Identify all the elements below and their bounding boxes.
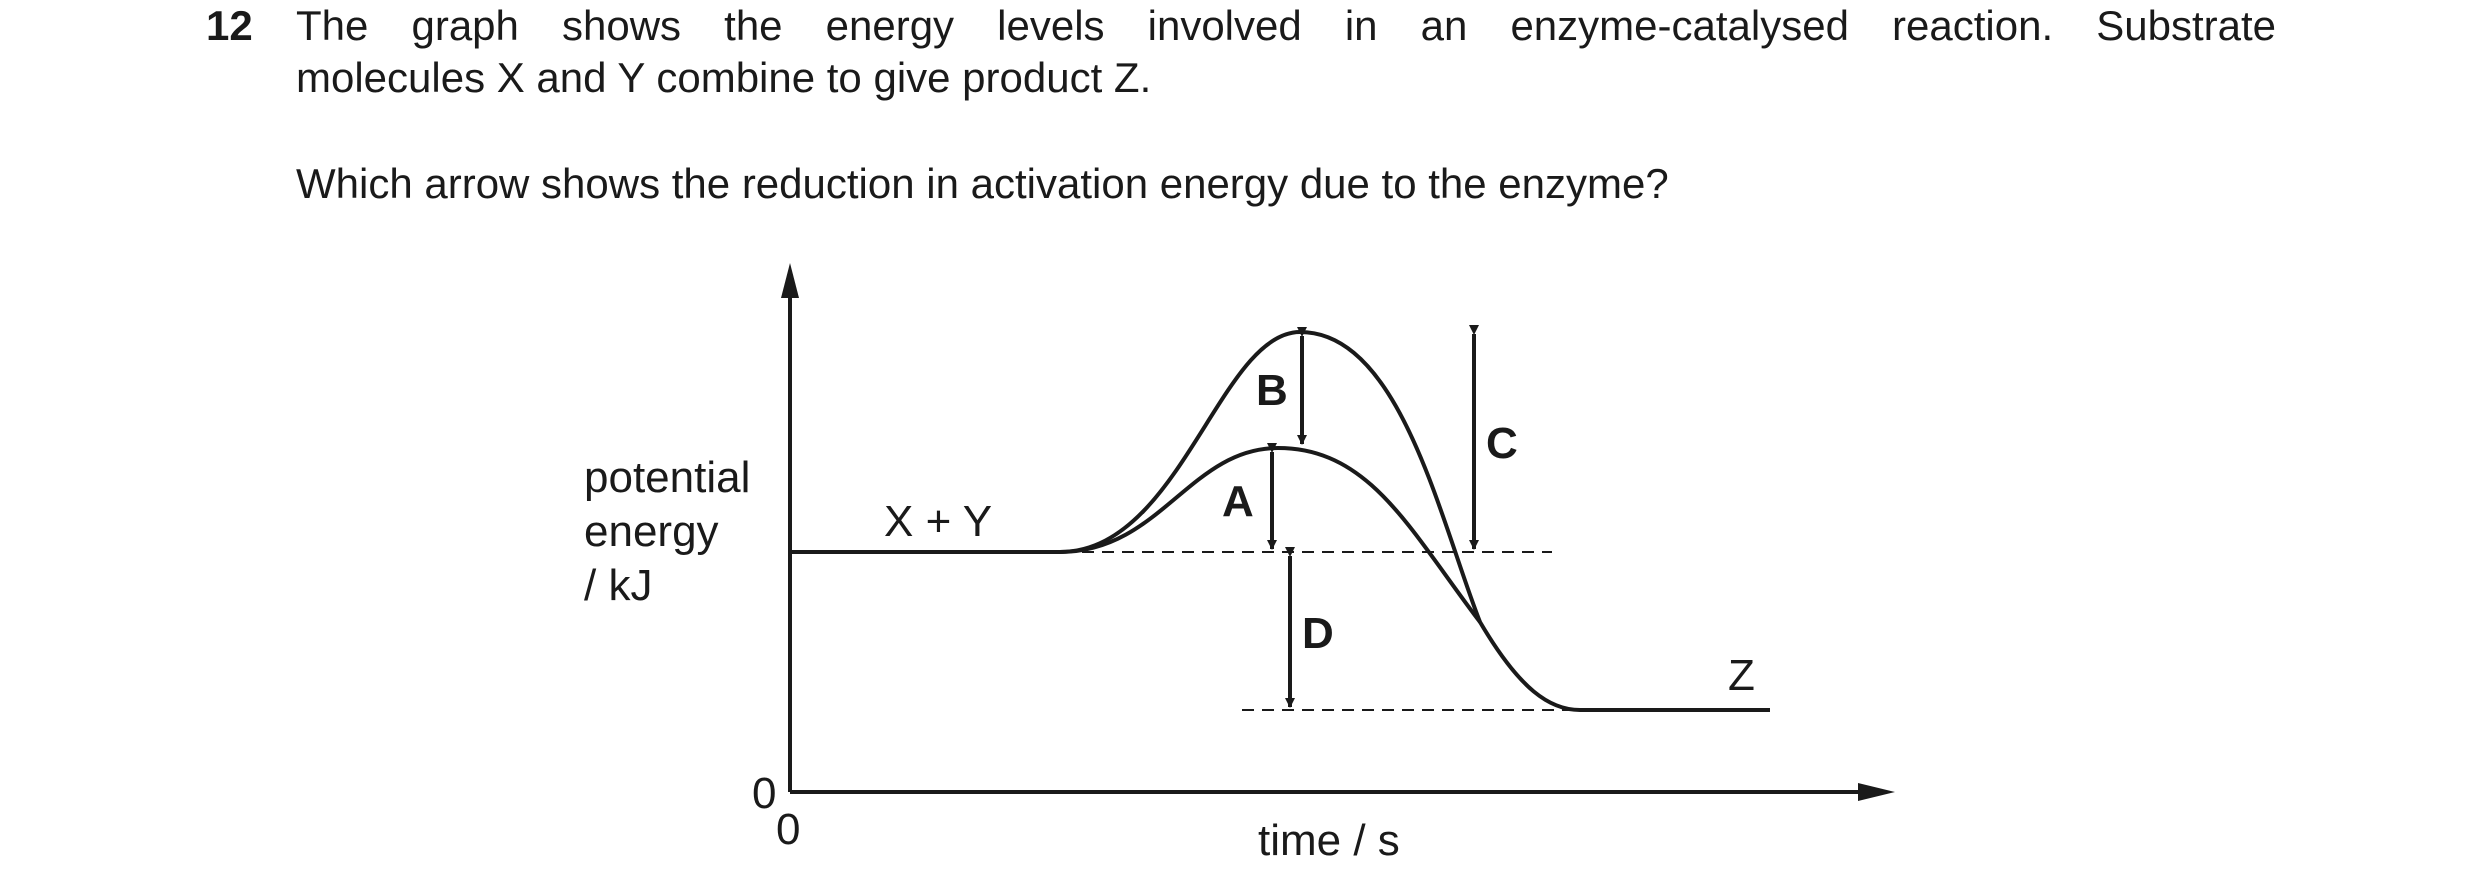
uncatalysed-reaction-curve xyxy=(790,329,1770,712)
x-axis-label: time / s xyxy=(1258,816,1400,865)
x-origin-label: 0 xyxy=(776,805,800,854)
catalysed-reaction-curve xyxy=(1059,445,1482,624)
question-text-line-1: The graph shows the energy levels involv… xyxy=(296,2,2276,49)
arrow-b-label: B xyxy=(1256,366,1288,415)
question-number: 12 xyxy=(206,2,253,49)
product-label: Z xyxy=(1728,651,1755,700)
arrow-a-label: A xyxy=(1222,477,1254,526)
arrow-d-label: D xyxy=(1302,609,1334,658)
reactants-label: X + Y xyxy=(884,497,992,546)
y-axis-label-line-2: energy xyxy=(584,507,719,556)
x-axis-arrowhead xyxy=(1858,783,1895,801)
y-axis-arrowhead xyxy=(781,263,799,298)
question-text-line-2: molecules X and Y combine to give produc… xyxy=(296,54,1152,101)
y-axis-label-line-3: / kJ xyxy=(584,561,652,610)
y-origin-label: 0 xyxy=(752,769,776,818)
question-prompt: Which arrow shows the reduction in activ… xyxy=(296,160,1669,207)
arrow-c-label: C xyxy=(1486,419,1518,468)
y-axis-label-line-1: potential xyxy=(584,453,750,502)
